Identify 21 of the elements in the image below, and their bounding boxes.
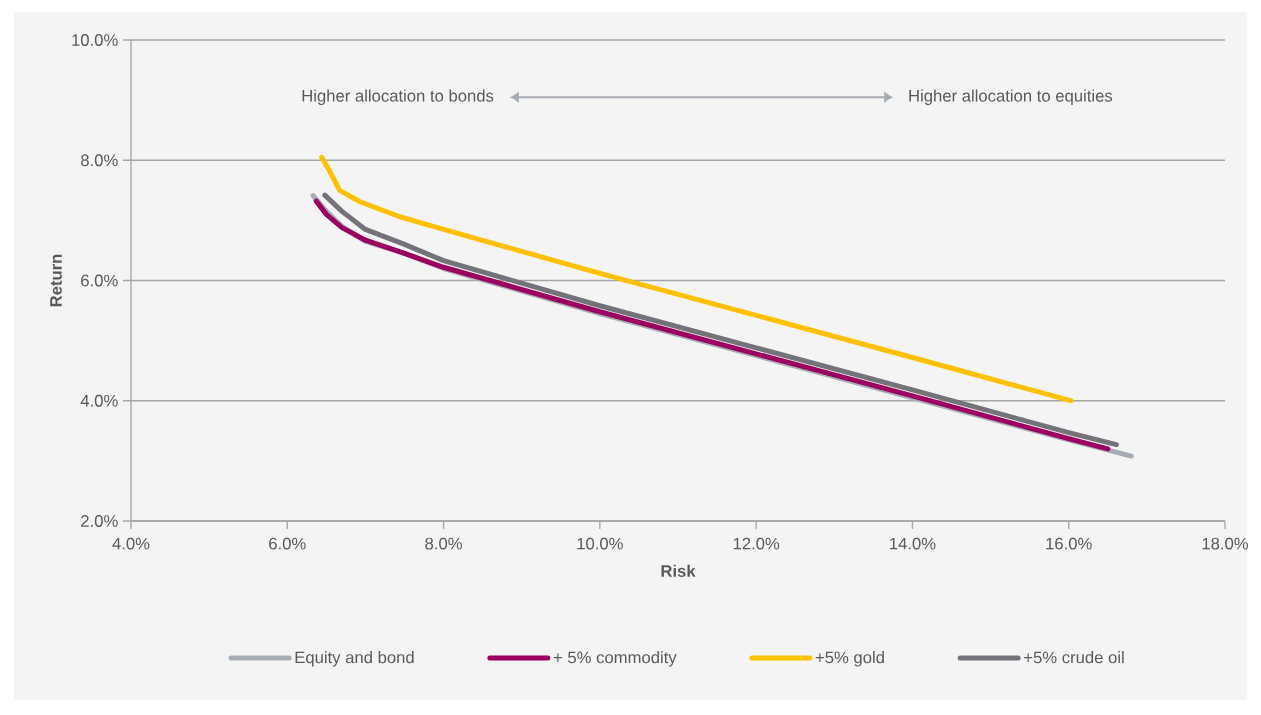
annotation: Higher allocation to equities <box>909 89 1113 106</box>
x-tick-label: 8.0% <box>425 537 462 550</box>
legend-label: +5% crude oil <box>1024 651 1124 664</box>
y-tick-label: 6.0% <box>81 274 118 287</box>
annotation: Higher allocation to bonds <box>302 89 494 106</box>
x-tick-label: 16.0% <box>1046 537 1092 550</box>
x-tick-label: 4.0% <box>112 537 150 550</box>
x-tick-label: 12.0% <box>733 537 780 550</box>
y-tick-label: 2.0% <box>81 515 118 527</box>
y-tick-label: 10.0% <box>72 34 118 46</box>
x-tick-label: 10.0% <box>577 537 623 550</box>
x-axis-title: Risk <box>661 564 696 577</box>
legend-label: + 5% commodity <box>553 651 677 667</box>
y-tick-label: 8.0% <box>81 154 118 167</box>
legend-label: Equity and bond <box>295 651 414 667</box>
y-tick-label: 4.0% <box>80 394 118 407</box>
legend-label: +5% gold <box>815 651 884 667</box>
y-axis-title: Return <box>50 254 62 307</box>
x-tick-label: 6.0% <box>269 537 306 550</box>
x-tick-label: 14.0% <box>890 537 936 550</box>
x-tick-label: 18.0% <box>1202 537 1249 550</box>
